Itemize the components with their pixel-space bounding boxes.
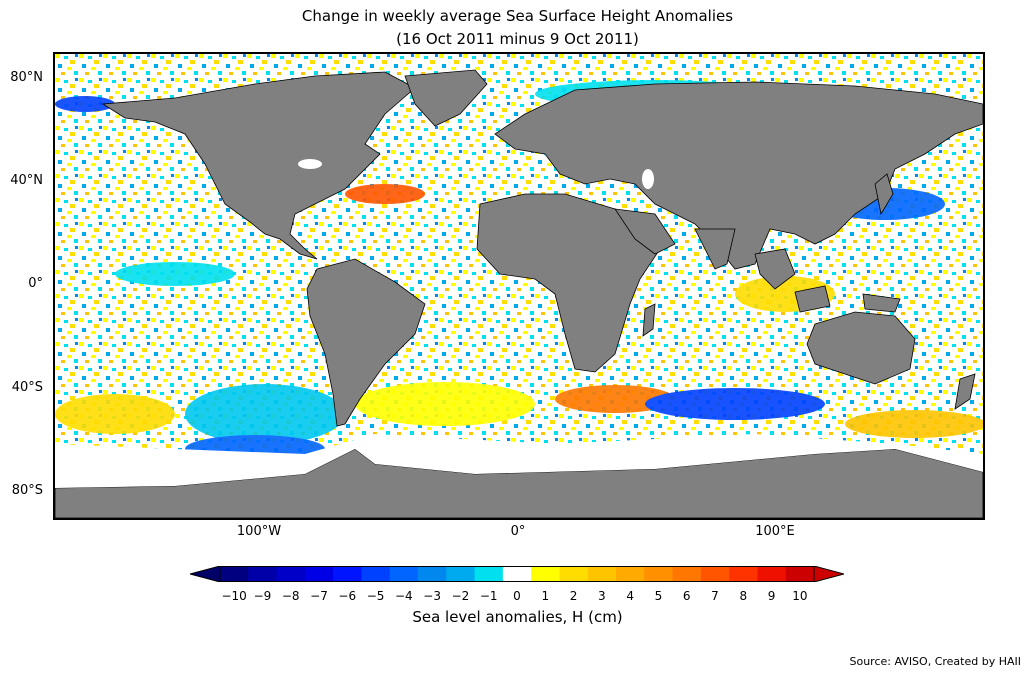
- colorbar-segment: [757, 566, 787, 582]
- colorbar-tick-label: −1: [479, 589, 498, 603]
- colorbar-segment: [531, 566, 560, 582]
- colorbar-segment: [616, 566, 645, 582]
- colorbar-segment: [333, 566, 362, 582]
- borneo: [794, 285, 831, 313]
- colorbar-segment: [418, 566, 447, 582]
- great-lakes: [298, 159, 322, 169]
- southeast-asia: [754, 248, 796, 290]
- colorbar-segment: [729, 566, 758, 582]
- colorbar-segment: [446, 566, 476, 582]
- madagascar: [642, 303, 656, 337]
- lat-tick-label: 40°S: [11, 380, 43, 395]
- map-panel: [53, 52, 985, 520]
- colorbar-segment: [361, 566, 391, 582]
- chart-title: Change in weekly average Sea Surface Hei…: [301, 7, 734, 25]
- colorbar-tick-label: −6: [338, 589, 357, 603]
- colorbar-segment: [785, 566, 815, 582]
- arabia: [614, 208, 676, 255]
- world-map: [55, 54, 983, 518]
- caspian-sea: [642, 169, 654, 189]
- colorbar-tick-label: −4: [394, 589, 413, 603]
- anomaly-patch: [55, 96, 115, 112]
- chart-subtitle: (16 Oct 2011 minus 9 Oct 2011): [396, 30, 639, 48]
- colorbar-under-arrow: [190, 566, 221, 582]
- colorbar-segment: [248, 566, 278, 582]
- australia: [806, 311, 916, 385]
- europe-asia: [494, 81, 983, 270]
- colorbar-tick-label: 5: [654, 589, 663, 603]
- anomaly-patch: [355, 382, 535, 426]
- colorbar-tick-label: −7: [310, 589, 328, 603]
- anomaly-patch: [645, 388, 825, 420]
- colorbar-tick-label: −2: [451, 589, 470, 603]
- colorbar-segment: [672, 566, 702, 582]
- colorbar: [190, 566, 844, 582]
- colorbar-segment: [220, 566, 249, 582]
- colorbar-label: Sea level anomalies, H (cm): [412, 608, 623, 626]
- colorbar-segment: [474, 566, 504, 582]
- colorbar-tick-label: −3: [423, 589, 441, 603]
- colorbar-segment: [304, 566, 334, 582]
- colorbar-segment: [502, 566, 532, 582]
- lon-tick-label: 100°E: [755, 524, 795, 539]
- colorbar-tick-label: 0: [513, 589, 521, 603]
- colorbar-segment: [587, 566, 617, 582]
- colorbar-tick-label: 6: [682, 589, 691, 603]
- colorbar-tick-label: −9: [253, 589, 272, 603]
- colorbar-tick-label: 1: [541, 589, 550, 603]
- colorbar-tick-label: −10: [221, 589, 247, 603]
- south-america: [306, 258, 426, 427]
- anomaly-patch: [55, 394, 175, 434]
- anomaly-patch: [115, 262, 235, 286]
- colorbar-tick-label: 2: [569, 589, 578, 603]
- colorbar-segment: [389, 566, 419, 582]
- colorbar-tick-label: 3: [598, 589, 606, 603]
- colorbar-tick-label: 10: [792, 589, 808, 603]
- anomaly-patch: [345, 184, 425, 204]
- colorbar-over-arrow: [813, 566, 844, 582]
- lat-tick-label: 0°: [28, 276, 43, 291]
- colorbar-border: [219, 566, 815, 582]
- colorbar-tick-label: −8: [281, 589, 300, 603]
- new-guinea: [862, 293, 901, 313]
- lat-tick-label: 40°N: [10, 173, 43, 188]
- ice-regions: [55, 159, 983, 488]
- lat-tick-label: 80°S: [11, 483, 43, 498]
- colorbar-segment: [700, 566, 730, 582]
- colorbar-tick-label: 9: [767, 589, 776, 603]
- lon-tick-label: 100°W: [236, 524, 282, 539]
- land: [55, 69, 983, 518]
- colorbar-tick-label: −5: [366, 589, 385, 603]
- greenland: [404, 69, 488, 127]
- colorbar-segment: [644, 566, 674, 582]
- anomaly-patch: [555, 385, 675, 413]
- colorbar-segment: [559, 566, 589, 582]
- japan: [874, 173, 894, 216]
- source-credit: Source: AVISO, Created by HAII: [849, 655, 1021, 668]
- sea-ice: [55, 434, 983, 488]
- anomaly-patch: [845, 410, 983, 438]
- lon-tick-label: 0°: [510, 524, 526, 539]
- new-zealand: [954, 373, 976, 410]
- colorbar-tick-label: 7: [711, 589, 719, 603]
- africa: [476, 193, 661, 373]
- north-america: [101, 71, 416, 260]
- india: [694, 228, 736, 270]
- colorbar-tick-label: 8: [739, 589, 748, 603]
- lat-tick-label: 80°N: [10, 70, 43, 85]
- colorbar-tick-label: 4: [626, 589, 634, 603]
- colorbar-segment: [276, 566, 306, 582]
- anomaly-patch: [185, 384, 345, 444]
